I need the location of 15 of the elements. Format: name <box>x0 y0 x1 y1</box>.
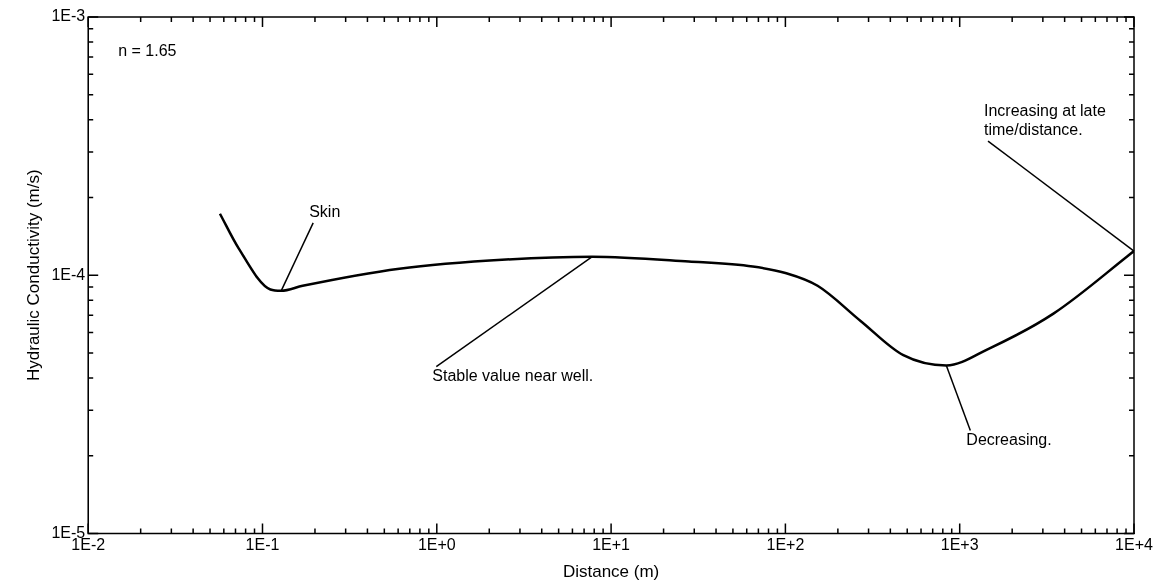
x-tick-label: 1E-1 <box>245 536 280 554</box>
y-axis-title: Hydraulic Conductivity (m/s) <box>23 169 43 381</box>
x-tick-label: 1E+1 <box>592 536 631 554</box>
x-tick-label: 1E+0 <box>417 536 456 554</box>
annotation: Decreasing. <box>966 430 1052 448</box>
annotation: Increasing at late time/distance. <box>984 102 1106 139</box>
y-tick-label: 1E-4 <box>51 265 86 283</box>
y-tick-label: 1E-3 <box>51 7 86 25</box>
x-axis-title: Distance (m) <box>562 562 660 582</box>
x-tick-label: 1E+4 <box>1115 536 1154 554</box>
annotation: n = 1.65 <box>118 42 177 60</box>
x-tick-label: 1E+2 <box>766 536 805 554</box>
x-tick-label: 1E+3 <box>940 536 979 554</box>
annotation: Stable value near well. <box>432 367 594 385</box>
annotation: Skin <box>309 203 341 221</box>
